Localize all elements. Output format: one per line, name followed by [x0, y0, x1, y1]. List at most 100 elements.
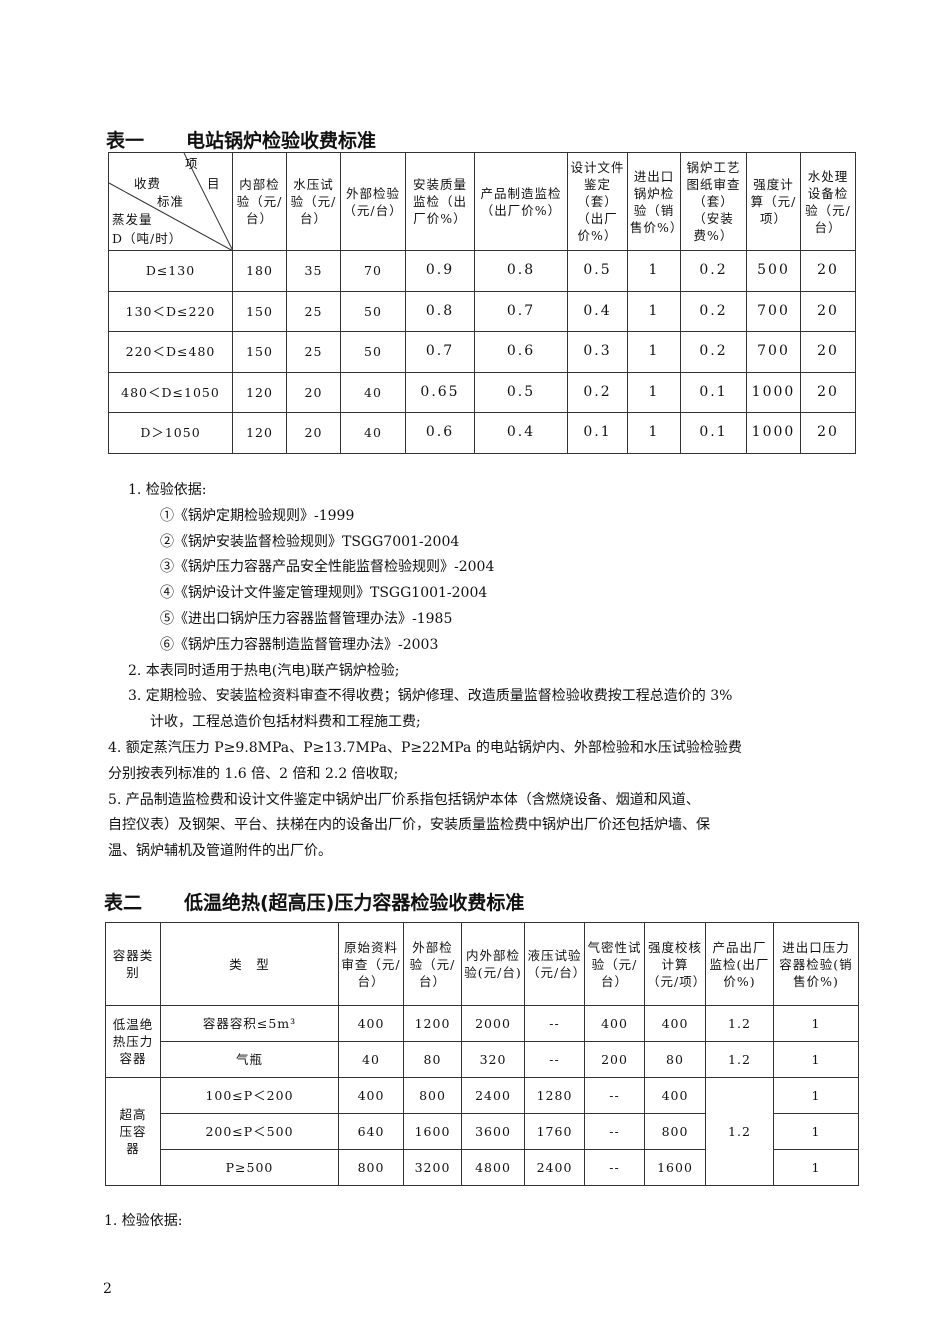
table-cell: 20	[286, 412, 341, 454]
table1-title: 表一 电站锅炉检验收费标准	[106, 130, 377, 152]
table-row: 气瓶 40 80 320 -- 200 80 1.2 1	[106, 1041, 859, 1078]
table-cell: 1	[627, 331, 681, 373]
row-label: 480＜D≤1050	[108, 371, 233, 413]
table-cell: 180	[232, 250, 287, 292]
table-cell: 40	[340, 371, 406, 413]
table-cell: 1600	[644, 1149, 706, 1186]
header-cell: 进出口压力容器检验(销售价%)	[773, 922, 859, 1006]
table-cell: 700	[746, 290, 801, 332]
note: ④《锅炉设计文件鉴定管理规则》TSGG1001-2004	[160, 585, 488, 602]
header-cell: 强度计算（元/项）	[746, 152, 801, 251]
note: ⑥《锅炉压力容器制造监督管理办法》-2003	[160, 636, 439, 653]
table-cell: 640	[338, 1113, 404, 1150]
table-cell: 0.3	[567, 331, 628, 373]
header-cell: 内部检验（元/台）	[232, 152, 287, 251]
note: ②《锅炉安装监督检验规则》TSGG7001-2004	[160, 533, 460, 550]
table-cell: 1	[773, 1041, 859, 1078]
header-cell: 安装质量监检（出厂价%）	[405, 152, 475, 251]
table-cell: 3600	[461, 1113, 525, 1150]
table-cell: 400	[644, 1077, 706, 1114]
note: ⑤《进出口锅炉压力容器监督管理办法》-1985	[160, 610, 453, 627]
table-cell: 0.5	[474, 371, 568, 413]
header-cell: 水处理设备检验（元/台）	[800, 152, 856, 251]
table-cell: --	[584, 1077, 645, 1114]
table-cell: 1	[773, 1077, 859, 1114]
diagonal-header-cell: 项 目 收费 标准 蒸发量 D（吨/时）	[108, 152, 233, 251]
table-cell: --	[584, 1113, 645, 1150]
table-cell: 20	[800, 331, 856, 373]
table-cell: 200	[584, 1041, 645, 1078]
header-cell: 内外部检验(元/台)	[461, 922, 525, 1006]
note: 1. 检验依据:	[128, 482, 207, 498]
table-cell: 35	[286, 250, 341, 292]
note: ③《锅炉压力容器产品安全性能监督检验规则》-2004	[160, 559, 495, 576]
header-cell: 类 型	[160, 922, 339, 1006]
corner-label: 标准	[157, 194, 185, 209]
table-cell: 0.1	[680, 412, 747, 454]
boiler-fee-table: 项 目 收费 标准 蒸发量 D（吨/时） 内部检验（元/台） 水压试验（元/台）…	[108, 152, 856, 454]
header-cell: 设计文件鉴定（套）（出厂价%）	[567, 152, 628, 251]
table-cell: --	[524, 1005, 585, 1042]
row-label: 气瓶	[160, 1041, 339, 1078]
table-cell: 1	[773, 1113, 859, 1150]
corner-label: 收费	[134, 176, 162, 191]
table-cell: 320	[461, 1041, 525, 1078]
table-cell: 1.2	[705, 1041, 774, 1078]
table-cell: 0.5	[567, 250, 628, 292]
note: 2. 本表同时适用于热电(汽电)联产锅炉检验;	[128, 662, 400, 679]
table-cell: 1760	[524, 1113, 585, 1150]
table-cell: --	[584, 1149, 645, 1186]
table-cell: 80	[403, 1041, 462, 1078]
table-cell: 50	[340, 290, 406, 332]
note: 温、锅炉辅机及管道附件的出厂价。	[108, 843, 332, 860]
table-row: 200≤P＜500 640 1600 3600 1760 -- 800 1	[106, 1113, 859, 1150]
vessel-fee-table: 容器类别 类 型 原始资料审查（元/台） 外部检验（元/台） 内外部检验(元/台…	[105, 922, 859, 1186]
header-cell: 外部检验（元/台）	[403, 922, 462, 1006]
table-cell: 400	[338, 1077, 404, 1114]
table-cell: 25	[286, 290, 341, 332]
note: ①《锅炉定期检验规则》-1999	[160, 507, 355, 524]
table-cell: 2000	[461, 1005, 525, 1042]
header-cell: 容器类别	[105, 922, 161, 1006]
table-cell: 0.4	[567, 290, 628, 332]
table-cell: 0.1	[567, 412, 628, 454]
table-cell: 0.2	[680, 331, 747, 373]
table-cell: 0.2	[680, 290, 747, 332]
table-cell: 50	[340, 331, 406, 373]
table-cell: 1.2	[705, 1077, 774, 1186]
table-cell: 1600	[403, 1113, 462, 1150]
table-cell: 400	[338, 1005, 404, 1042]
header-cell: 强度校核计算（元/项）	[644, 922, 706, 1006]
row-label: 容器容积≤5m³	[160, 1005, 339, 1042]
header-cell: 原始资料审查（元/台）	[338, 922, 404, 1006]
table-row: 220＜D≤480 150 25 50 0.7 0.6 0.3 1 0.2 700 20	[108, 331, 856, 373]
table-cell: 0.7	[474, 290, 568, 332]
table-cell: --	[524, 1041, 585, 1078]
note: 4. 额定蒸汽压力 P≥9.8MPa、P≥13.7MPa、P≥22MPa 的电站…	[108, 739, 742, 756]
table-cell: 25	[286, 331, 341, 373]
table-row: 130＜D≤220 150 25 50 0.8 0.7 0.4 1 0.2 700 20	[108, 290, 856, 332]
table-cell: 4800	[461, 1149, 525, 1186]
table-row: 480＜D≤1050 120 20 40 0.65 0.5 0.2 1 0.1 1000 20	[108, 371, 856, 413]
page-number: 2	[103, 1281, 112, 1297]
header-cell: 气密性试验（元/台）	[584, 922, 645, 1006]
table-cell: 1280	[524, 1077, 585, 1114]
note: 分别按表列标准的 1.6 倍、2 倍和 2.2 倍收取;	[108, 765, 399, 782]
table2-header-row: 容器类别 类 型 原始资料审查（元/台） 外部检验（元/台） 内外部检验(元/台…	[105, 922, 859, 1006]
footer-note: 1. 检验依据:	[104, 1213, 183, 1229]
table1-header-row: 项 目 收费 标准 蒸发量 D（吨/时） 内部检验（元/台） 水压试验（元/台）…	[108, 152, 856, 251]
table-cell: 120	[232, 412, 287, 454]
corner-label: D（吨/时）	[112, 231, 183, 246]
table-cell: 1	[627, 412, 681, 454]
table-cell: 700	[746, 331, 801, 373]
table-cell: 20	[800, 412, 856, 454]
table-cell: 0.6	[405, 412, 475, 454]
table-cell: 500	[746, 250, 801, 292]
table-cell: 1	[627, 371, 681, 413]
table-cell: 1	[773, 1149, 859, 1186]
table2-title: 表二 低温绝热(超高压)压力容器检验收费标准	[104, 892, 525, 914]
row-label: 200≤P＜500	[160, 1113, 339, 1150]
table-cell: 20	[800, 371, 856, 413]
row-label: D＞1050	[108, 412, 233, 454]
